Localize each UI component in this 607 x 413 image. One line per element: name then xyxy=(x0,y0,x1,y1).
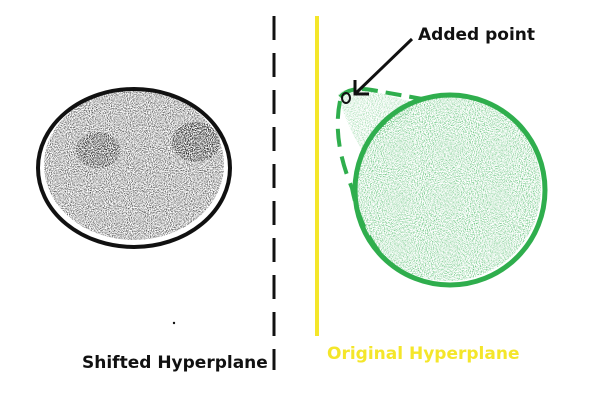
shifted-cluster-fill xyxy=(44,90,224,240)
original-cluster-fill xyxy=(355,95,541,281)
original-cluster-dashed-boundary-side xyxy=(335,100,386,260)
original-cluster-extension-fill xyxy=(338,88,420,150)
shifted-cluster xyxy=(36,87,232,249)
added-point-marker xyxy=(341,92,351,104)
added-point-label: Added point xyxy=(418,25,536,45)
original-hyperplane-label: Original Hyperplane xyxy=(327,344,520,364)
shifted-hyperplane-label: Shifted Hyperplane xyxy=(82,353,268,373)
shifted-cluster-outline xyxy=(36,87,232,249)
arrow-icon xyxy=(353,37,414,96)
shifted-cluster-dense-patch-2 xyxy=(76,132,120,168)
original-cluster-outline xyxy=(352,92,548,288)
stray-point xyxy=(172,321,176,325)
original-cluster xyxy=(335,86,548,288)
shifted-cluster-dense-patch-1 xyxy=(172,122,220,162)
